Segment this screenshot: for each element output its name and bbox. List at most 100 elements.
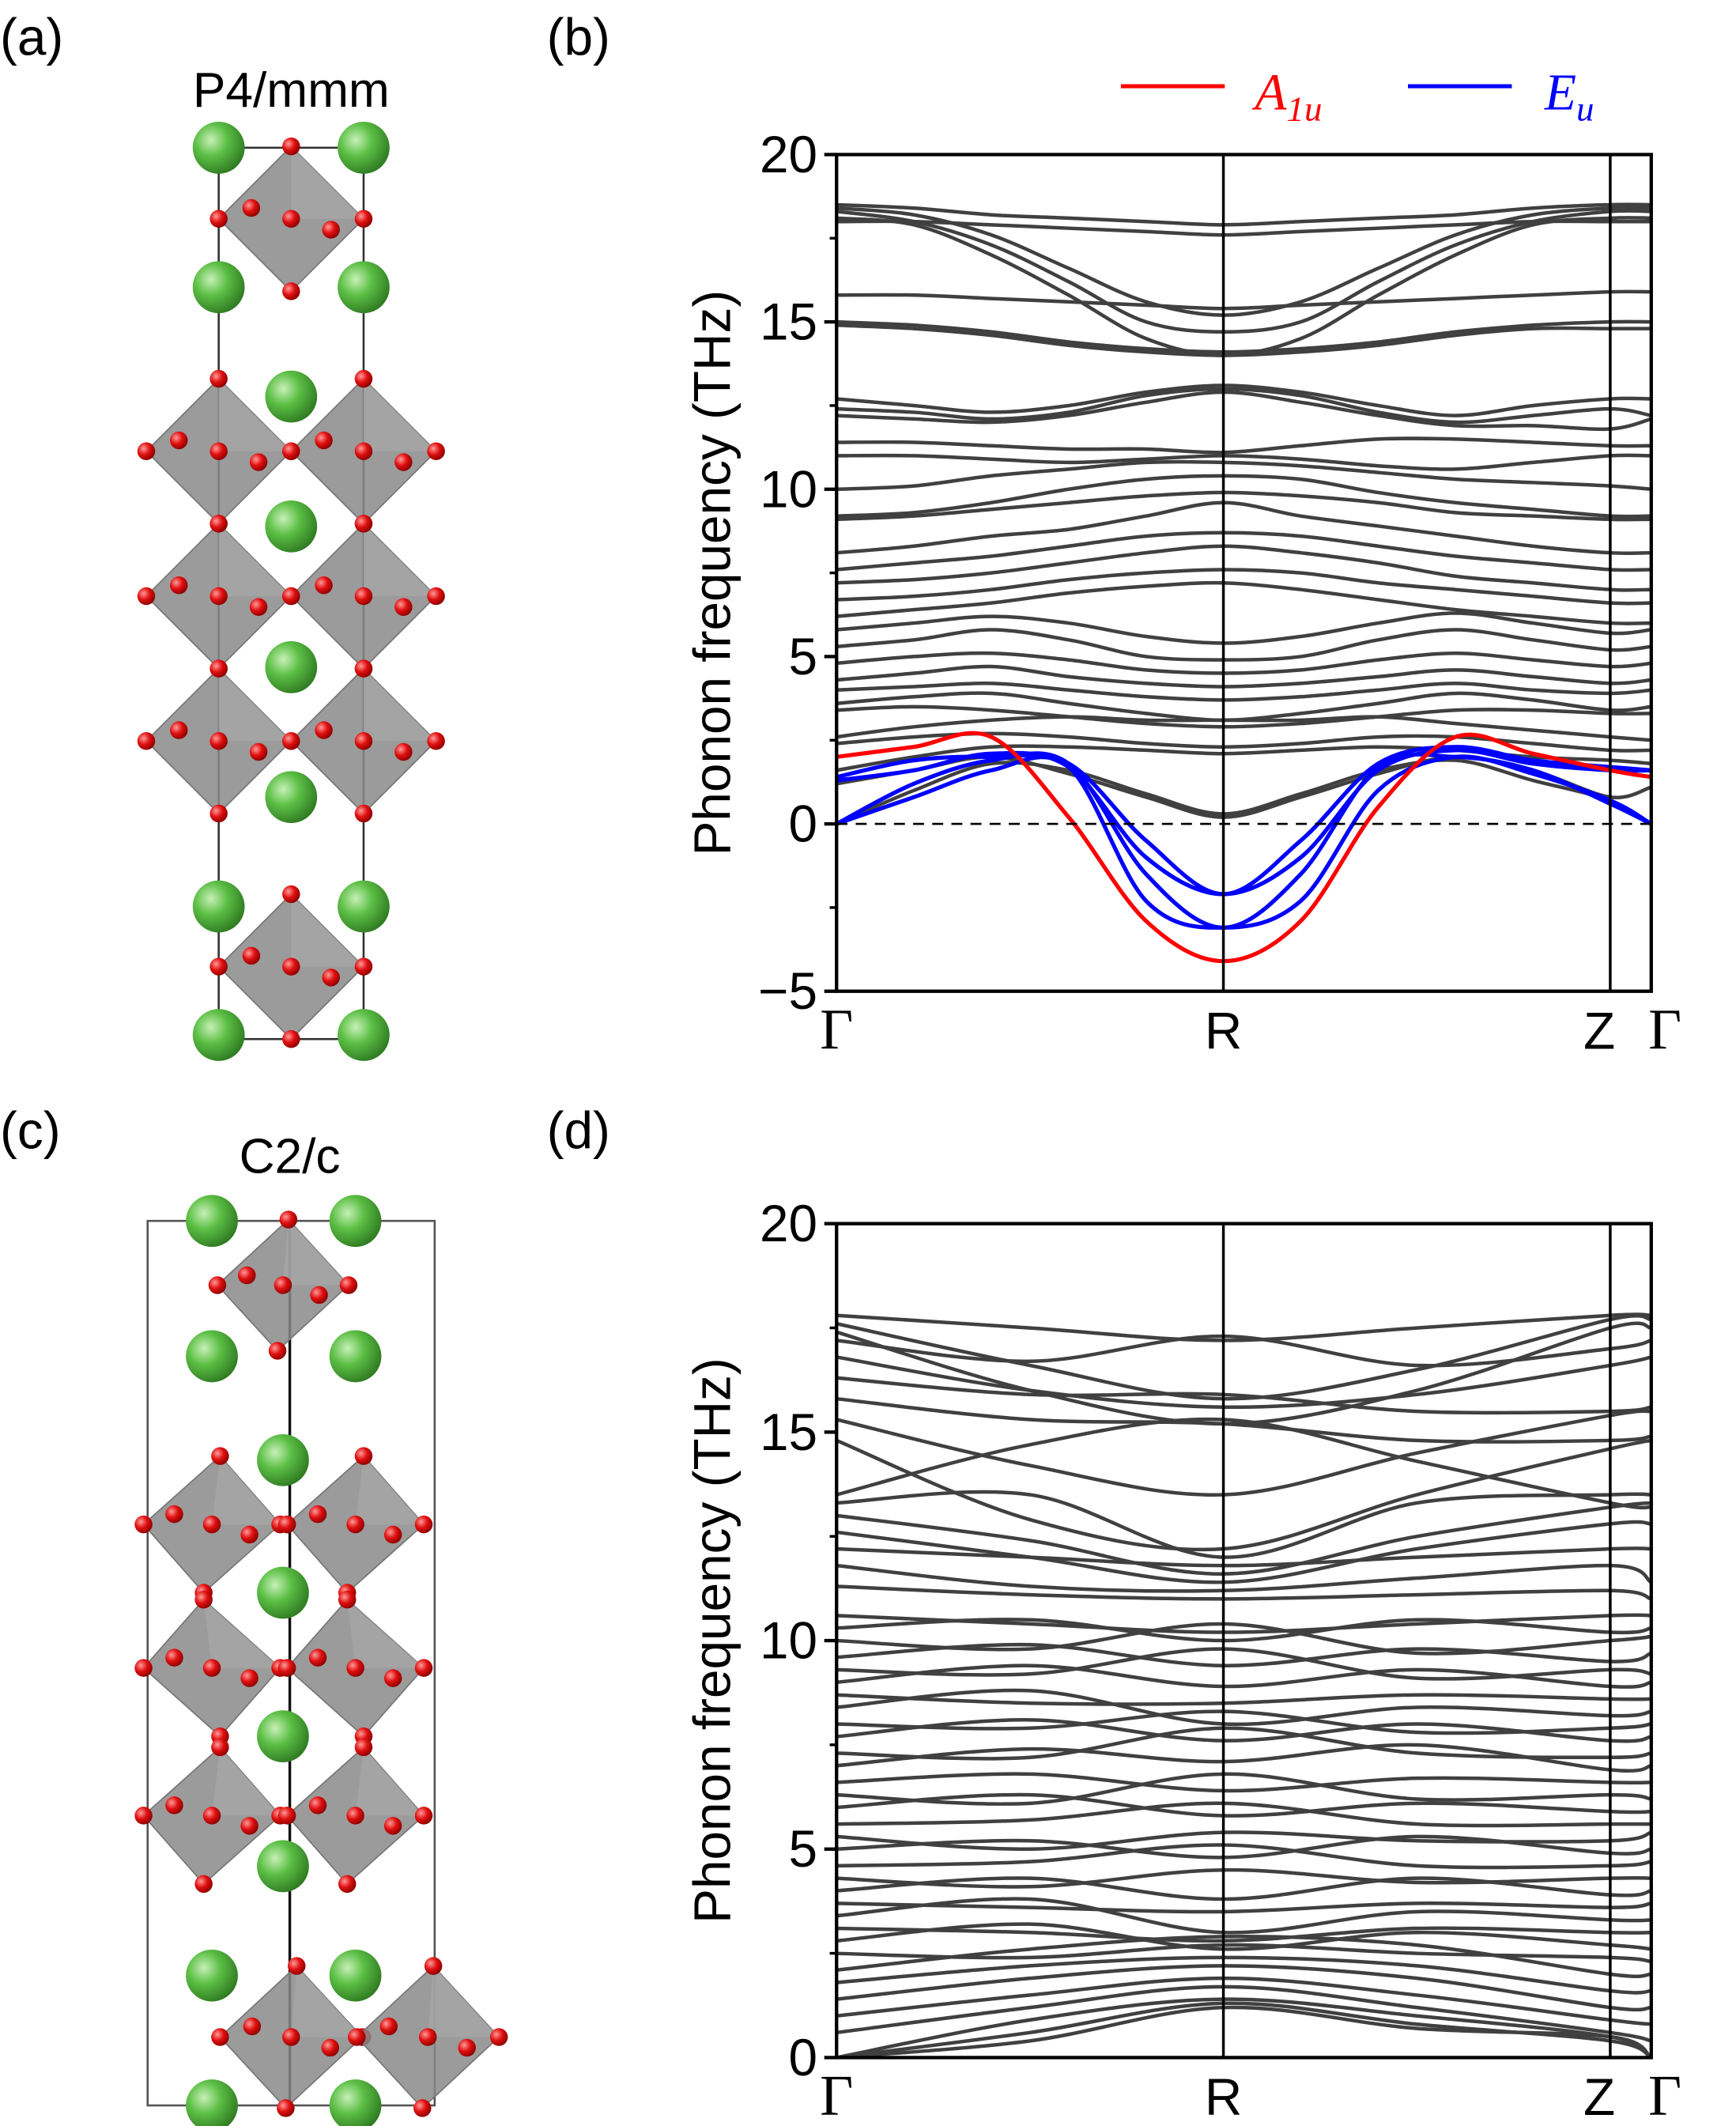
cation-atom (265, 370, 318, 423)
oxygen-atom (346, 1659, 364, 1677)
legend-label-a1u: A1u (1251, 63, 1322, 128)
oxygen-atom (394, 453, 413, 471)
oxygen-atom (202, 1807, 221, 1825)
phonon-band-a1u (836, 731, 1651, 964)
oxygen-atom (240, 1669, 259, 1687)
phonon-band (836, 2005, 1651, 2058)
oxygen-atom (209, 515, 228, 533)
phonon-band-eu (836, 748, 1651, 897)
phonon-band-eu (836, 751, 1651, 930)
oxygen-atom (414, 1659, 433, 1677)
phonon-band (836, 474, 1651, 519)
oxygen-atom (338, 1590, 357, 1609)
x-tick-label: Z (1583, 2068, 1615, 2126)
oxygen-atom (134, 1659, 153, 1677)
phonon-band (836, 436, 1651, 455)
phonon-band (836, 206, 1651, 317)
octahedron-face (363, 379, 436, 451)
cation-atom (186, 1330, 238, 1383)
oxygen-atom (165, 1796, 183, 1814)
phonon-band (836, 1984, 1651, 2043)
octahedron-face (218, 668, 292, 742)
phonon-band (836, 1546, 1651, 1568)
phonon-band (836, 1376, 1651, 1415)
oxygen-atom (243, 2017, 262, 2036)
octahedron-face (203, 1599, 281, 1668)
x-tick-label: Γ (820, 997, 853, 1061)
oxygen-atom (354, 1738, 373, 1757)
octahedron-face (355, 1746, 425, 1816)
oxygen-atom (315, 576, 333, 595)
phonon-band (836, 1772, 1651, 1806)
panel-label-a: (a) (0, 8, 63, 66)
phonon-band (836, 531, 1651, 572)
oxygen-atom (194, 1590, 213, 1609)
phonon-band (836, 1501, 1651, 1576)
phonon-band (836, 1642, 1651, 1667)
x-tick-label: Γ (820, 2064, 853, 2126)
oxygen-atom (282, 587, 300, 606)
oxygen-atom (277, 1807, 296, 1825)
cation-atom (338, 261, 390, 314)
oxygen-atom (322, 221, 340, 239)
phonon-band (836, 758, 1651, 826)
cation-atom (186, 1195, 238, 1248)
oxygen-atom (379, 2017, 398, 2036)
oxygen-atom (346, 1515, 364, 1534)
oxygen-atom (211, 1447, 229, 1465)
oxygen-atom (240, 1525, 259, 1544)
phonon-band (836, 1709, 1651, 1735)
cation-atom (338, 121, 390, 174)
cation-atom (329, 1195, 382, 1248)
phonon-band (836, 1520, 1651, 1584)
oxygen-atom (354, 804, 373, 823)
x-tick-label: Z (1583, 1002, 1615, 1059)
phonon-band (836, 490, 1651, 522)
phonon-band (836, 387, 1651, 425)
oxygen-atom (354, 659, 373, 678)
cation-atom (257, 1710, 309, 1762)
phonon-band (836, 1955, 1651, 1995)
oxygen-atom (170, 431, 188, 450)
oxygen-atom (489, 2028, 508, 2046)
phonon-band (836, 323, 1651, 357)
oxygen-atom (354, 1447, 373, 1465)
oxygen-atom (209, 369, 228, 388)
cation-atom (257, 1566, 309, 1619)
phonon-band (836, 1843, 1651, 1870)
oxygen-atom (277, 1515, 296, 1534)
oxygen-atom (170, 576, 188, 595)
oxygen-atom (458, 2038, 476, 2057)
y-tick-label: 0 (788, 2029, 817, 2086)
oxygen-atom (308, 1796, 327, 1814)
legend: A1u Eu (1120, 63, 1594, 128)
phonon-band (836, 390, 1651, 432)
y-tick-label: 0 (788, 795, 817, 853)
phonon-band (836, 1313, 1651, 1401)
oxygen-atom (322, 969, 340, 987)
oxygen-atom (394, 598, 413, 616)
phonon-band (836, 1834, 1651, 1860)
oxygen-atom (249, 742, 268, 761)
phonon-band (836, 1792, 1651, 1818)
oxygen-atom (240, 1817, 259, 1835)
phonon-band (836, 216, 1651, 357)
phonon-band (836, 704, 1651, 729)
phonon-band (836, 1563, 1651, 1593)
y-axis-label: Phonon frequency (THz) (683, 290, 741, 856)
y-tick-label: 10 (760, 1612, 817, 1670)
phonon-band (836, 1901, 1651, 1914)
oxygen-atom (354, 732, 373, 750)
cation-atom (338, 880, 390, 933)
octahedron-face (363, 668, 436, 742)
phonon-band (836, 219, 1651, 237)
cation-atom (265, 500, 318, 553)
oxygen-atom (315, 431, 333, 450)
oxygen-atom (354, 210, 373, 228)
oxygen-atom (202, 1659, 221, 1677)
oxygen-atom (279, 1210, 298, 1229)
octahedron-face (282, 1219, 349, 1286)
cation-atom (257, 1433, 309, 1486)
phonon-band (836, 1334, 1651, 1368)
